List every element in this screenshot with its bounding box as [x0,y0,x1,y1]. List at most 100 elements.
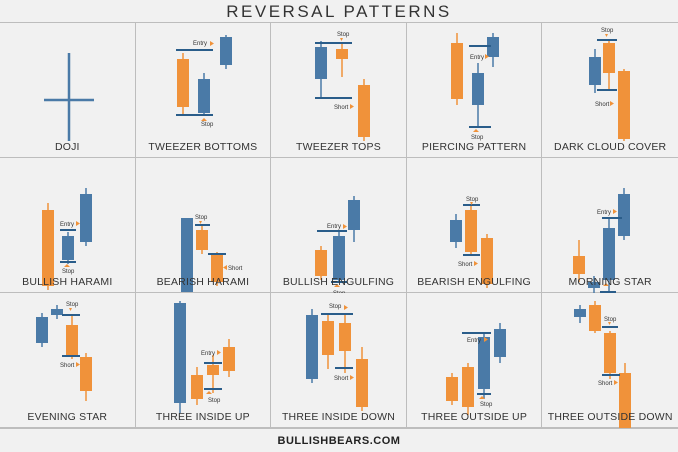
short-annotation: Short [228,266,243,272]
pattern-cell-morning-star: Entry Stop MORNING STAR [542,158,678,293]
bullish-engulfing-diagram: Entry Stop [315,196,361,293]
pattern-grid: DOJI Entry Stop TWEEZER BOTTOMS [0,23,678,428]
pattern-label: BEARISH HARAMI [156,276,250,288]
stop-arrow-icon [205,391,212,394]
pattern-cell-bearish-engulfing: Stop Short BEARISH ENGULFING [406,158,543,293]
short-arrow-icon [610,101,615,106]
stop-arrow-icon [340,38,344,41]
short-arrow-icon [76,362,80,367]
bearish-harami-diagram: Stop Short [180,215,243,292]
footer-site: BULLISHBEARS.COM [277,435,401,447]
top-divider [0,22,678,23]
stop-arrow-icon [608,322,612,325]
short-annotation: Short [458,262,473,268]
pattern-label: THREE INSIDE UP [155,411,250,423]
pattern-cell-bullish-harami: Entry Stop BULLISH HARAMI [0,158,136,293]
three-inside-down-diagram: Stop Short [306,304,369,411]
pattern-cell-doji: DOJI [0,23,136,158]
stop-arrow-icon [69,308,72,311]
stop-arrow-icon [344,305,349,310]
three-inside-up-diagram: Entry Stop [173,301,235,413]
stop-annotation: Stop [208,398,221,404]
entry-arrow-icon [216,350,221,355]
pattern-cell-three-outside-up: Entry Stop THREE OUTSIDE UP [406,293,543,428]
stop-arrow-icon [198,221,202,224]
pattern-cell-bullish-engulfing: Entry Stop BULLISH ENGULFING [271,158,407,293]
stop-annotation: Stop [337,32,350,38]
entry-annotation: Entry [597,210,611,216]
entry-annotation: Entry [467,338,481,344]
short-arrow-icon [222,265,227,270]
pattern-cell-evening-star: Stop Short EVENING STAR [0,293,136,428]
pattern-cell-three-outside-down: Stop Short THREE OUTSIDE DOWN [542,293,678,428]
short-annotation: Short [60,363,75,369]
short-arrow-icon [614,380,619,385]
pattern-label: THREE OUTSIDE DOWN [547,411,673,423]
three-outside-down-diagram: Stop Short [574,301,632,428]
short-arrow-icon [350,104,355,109]
pattern-label: EVENING STAR [27,411,108,423]
pattern-label: BEARISH ENGULFING [417,276,531,288]
stop-annotation: Stop [329,304,342,310]
pattern-label: DARK CLOUD COVER [554,141,667,153]
pattern-cell-three-inside-up: Entry Stop THREE INSIDE UP [135,293,272,428]
stop-annotation: Stop [201,122,214,128]
stop-annotation: Stop [601,28,614,34]
bottom-divider [0,428,678,429]
pattern-label: BULLISH HARAMI [22,276,113,288]
stop-arrow-icon [472,129,479,132]
stop-annotation: Stop [471,135,484,141]
short-annotation: Short [334,376,349,382]
bullish-harami-diagram: Entry Stop [42,188,92,290]
stop-annotation: Stop [604,317,617,323]
entry-arrow-icon [484,54,489,59]
pattern-label: THREE OUTSIDE UP [421,411,528,423]
page-title: REVERSAL PATTERNS [226,2,452,21]
pattern-label: BULLISH ENGULFING [282,276,395,288]
pattern-label: TWEEZER TOPS [296,141,381,153]
doji-diagram [44,53,94,141]
entry-annotation: Entry [470,55,484,61]
entry-annotation: Entry [201,351,215,357]
entry-annotation: Entry [60,222,74,228]
bearish-engulfing-diagram: Stop Short [449,197,493,288]
morning-star-diagram: Entry Stop [573,188,631,293]
short-arrow-icon [350,375,355,380]
pattern-cell-tweezer-bottoms: Entry Stop TWEEZER BOTTOMS [135,23,272,158]
tweezer-bottoms-diagram: Entry Stop [175,35,232,128]
pattern-cell-bearish-harami: Stop Short BEARISH HARAMI [135,158,272,293]
three-outside-up-diagram: Entry Stop [445,323,506,415]
entry-annotation: Entry [327,224,341,230]
short-annotation: Short [595,102,610,108]
pattern-label: PIERCING PATTERN [421,141,527,153]
short-annotation: Short [598,381,613,387]
entry-annotation: Entry [193,41,207,47]
entry-arrow-icon [613,209,618,214]
stop-arrow-icon [469,202,473,205]
short-annotation: Short [334,105,349,111]
short-arrow-icon [473,261,478,266]
stop-arrow-icon [334,284,341,287]
pattern-label: MORNING STAR [568,276,652,288]
pattern-cell-piercing-pattern: Entry Stop PIERCING PATTERN [406,23,543,158]
pattern-label: THREE INSIDE DOWN [281,411,396,423]
stop-annotation: Stop [480,402,493,408]
pattern-cell-tweezer-tops: Stop Short TWEEZER TOPS [271,23,407,158]
dark-cloud-cover-diagram: Stop Short [589,28,631,141]
entry-arrow-icon [76,221,80,226]
tweezer-tops-diagram: Stop Short [315,32,371,141]
piercing-pattern-diagram: Entry Stop [450,33,499,141]
stop-arrow-icon [603,283,610,286]
entry-arrow-icon [483,337,488,342]
stop-annotation: Stop [195,215,208,221]
evening-star-diagram: Stop Short [36,302,92,401]
pattern-label: DOJI [54,141,80,153]
pattern-cell-dark-cloud-cover: Stop Short DARK CLOUD COVER [542,23,678,158]
stop-annotation: Stop [62,269,75,275]
pattern-cell-three-inside-down: Stop Short THREE INSIDE DOWN [271,293,407,428]
stop-annotation: Stop [466,197,479,203]
entry-arrow-icon [209,41,214,46]
stop-arrow-icon [200,118,207,121]
stop-arrow-icon [478,396,485,399]
stop-arrow-icon [605,34,609,37]
